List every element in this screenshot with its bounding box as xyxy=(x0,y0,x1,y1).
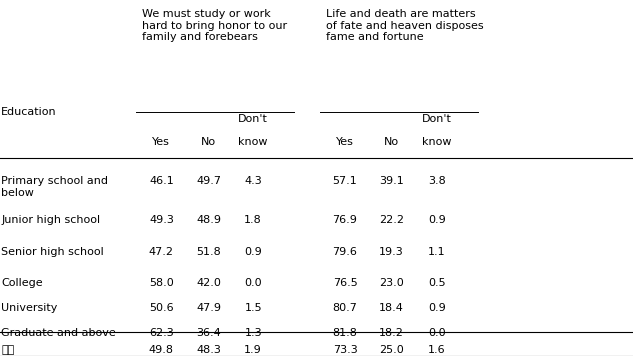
Text: 1.9: 1.9 xyxy=(244,345,262,355)
Text: 18.4: 18.4 xyxy=(379,303,404,313)
Text: 25.0: 25.0 xyxy=(379,345,404,355)
Text: Primary school and
below: Primary school and below xyxy=(1,176,108,198)
Text: know: know xyxy=(239,137,268,147)
Text: 81.8: 81.8 xyxy=(332,328,358,337)
Text: 總計: 總計 xyxy=(1,345,15,355)
Text: Graduate and above: Graduate and above xyxy=(1,328,116,337)
Text: 3.8: 3.8 xyxy=(428,176,446,186)
Text: No: No xyxy=(201,137,216,147)
Text: We must study or work
hard to bring honor to our
family and forebears: We must study or work hard to bring hono… xyxy=(142,9,287,42)
Text: 42.0: 42.0 xyxy=(196,278,222,288)
Text: Don't: Don't xyxy=(238,114,268,124)
Text: 57.1: 57.1 xyxy=(332,176,358,186)
Text: 0.9: 0.9 xyxy=(428,215,446,225)
Text: 1.3: 1.3 xyxy=(244,328,262,337)
Text: 23.0: 23.0 xyxy=(379,278,404,288)
Text: 0.9: 0.9 xyxy=(244,247,262,257)
Text: Yes: Yes xyxy=(153,137,170,147)
Text: 47.2: 47.2 xyxy=(149,247,174,257)
Text: No: No xyxy=(384,137,399,147)
Text: 1.1: 1.1 xyxy=(428,247,446,257)
Text: University: University xyxy=(1,303,58,313)
Text: Junior high school: Junior high school xyxy=(1,215,101,225)
Text: Education: Education xyxy=(1,107,57,117)
Text: 51.8: 51.8 xyxy=(196,247,222,257)
Text: 49.8: 49.8 xyxy=(149,345,174,355)
Text: 22.2: 22.2 xyxy=(379,215,404,225)
Text: 1.6: 1.6 xyxy=(428,345,446,355)
Text: 50.6: 50.6 xyxy=(149,303,173,313)
Text: 47.9: 47.9 xyxy=(196,303,222,313)
Text: 79.6: 79.6 xyxy=(332,247,358,257)
Text: Life and death are matters
of fate and heaven disposes
fame and fortune: Life and death are matters of fate and h… xyxy=(326,9,484,42)
Text: 76.9: 76.9 xyxy=(332,215,358,225)
Text: 19.3: 19.3 xyxy=(379,247,404,257)
Text: 49.3: 49.3 xyxy=(149,215,174,225)
Text: 48.3: 48.3 xyxy=(196,345,222,355)
Text: Yes: Yes xyxy=(336,137,354,147)
Text: 36.4: 36.4 xyxy=(196,328,222,337)
Text: 1.5: 1.5 xyxy=(244,303,262,313)
Text: Senior high school: Senior high school xyxy=(1,247,104,257)
Text: 49.7: 49.7 xyxy=(196,176,222,186)
Text: 0.9: 0.9 xyxy=(428,303,446,313)
Text: 73.3: 73.3 xyxy=(332,345,358,355)
Text: 58.0: 58.0 xyxy=(149,278,174,288)
Text: 0.5: 0.5 xyxy=(428,278,446,288)
Text: 18.2: 18.2 xyxy=(379,328,404,337)
Text: know: know xyxy=(422,137,451,147)
Text: 62.3: 62.3 xyxy=(149,328,174,337)
Text: 80.7: 80.7 xyxy=(332,303,358,313)
Text: 46.1: 46.1 xyxy=(149,176,174,186)
Text: 0.0: 0.0 xyxy=(428,328,446,337)
Text: 39.1: 39.1 xyxy=(379,176,404,186)
Text: 48.9: 48.9 xyxy=(196,215,222,225)
Text: College: College xyxy=(1,278,43,288)
Text: 76.5: 76.5 xyxy=(332,278,358,288)
Text: 0.0: 0.0 xyxy=(244,278,262,288)
Text: 1.8: 1.8 xyxy=(244,215,262,225)
Text: Don't: Don't xyxy=(422,114,452,124)
Text: 4.3: 4.3 xyxy=(244,176,262,186)
